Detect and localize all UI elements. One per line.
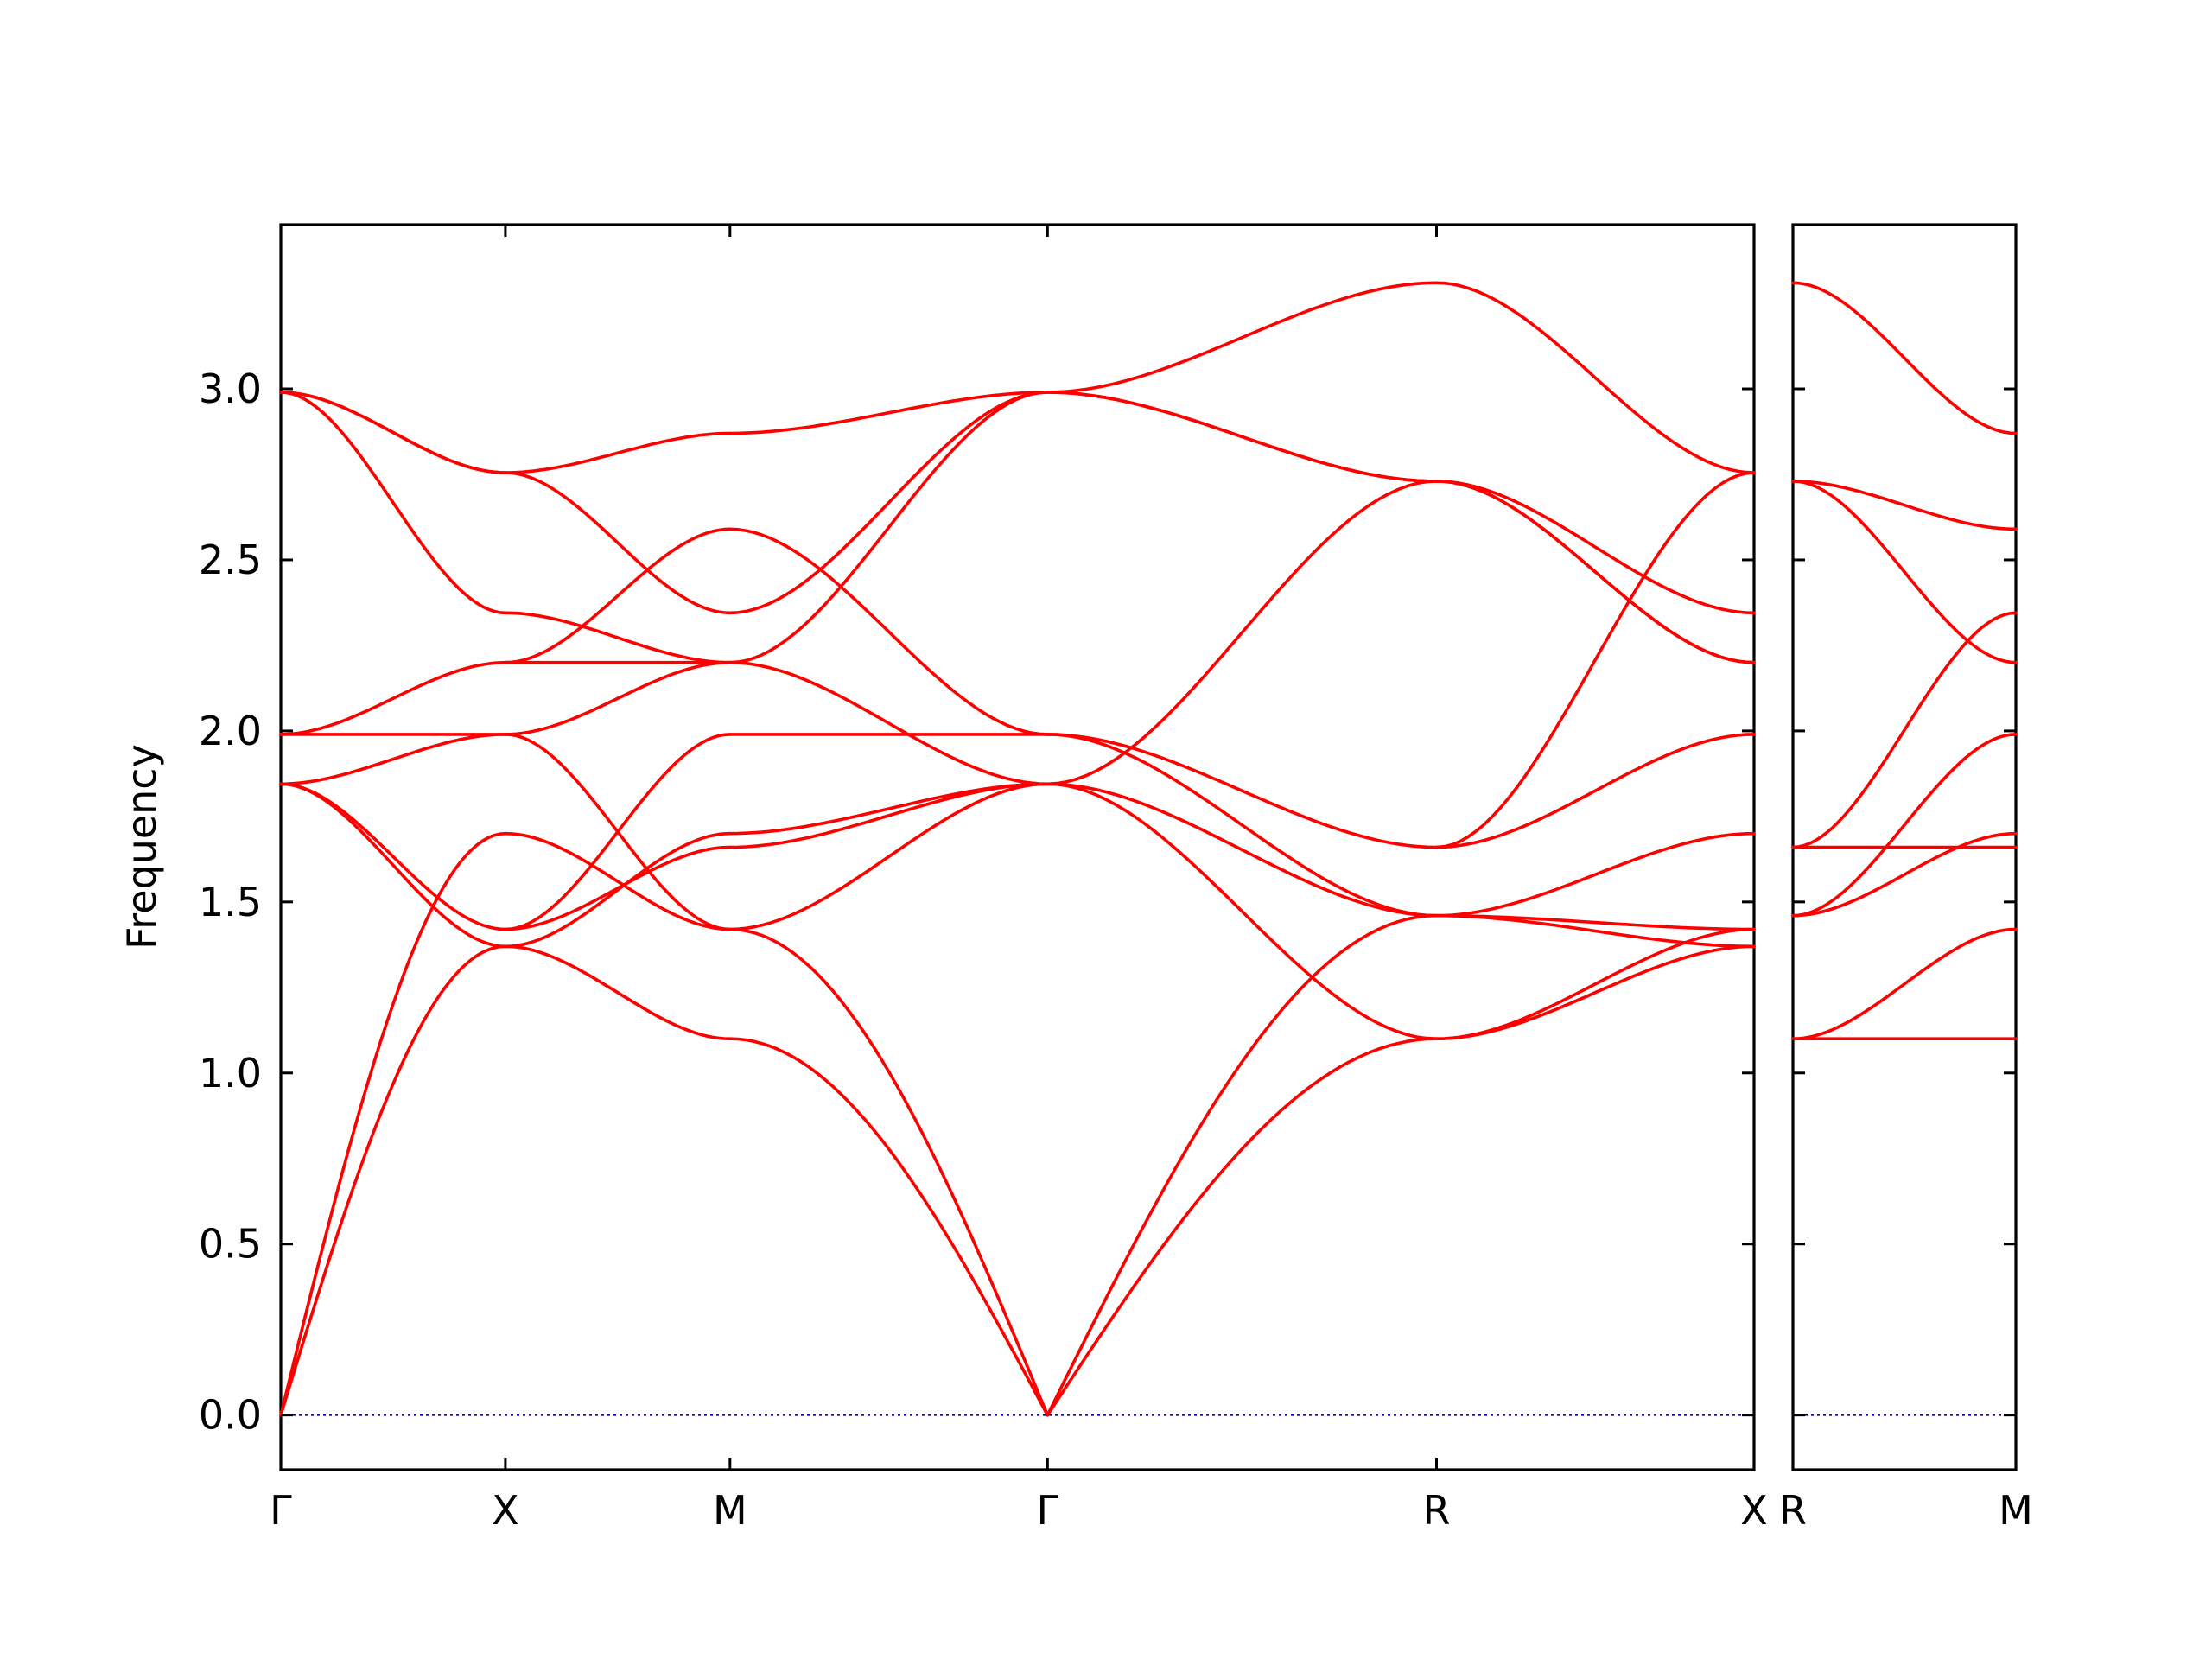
phonon-band-R-M (1791, 480, 2018, 664)
phonon-band-X-M (504, 733, 732, 931)
phonon-band-M-Γ (728, 391, 1050, 435)
phonon-band-Γ-X (279, 660, 507, 736)
phonon-band-Γ-R (1046, 782, 1439, 918)
phonon-band-R-X (1434, 733, 1756, 849)
phonon-band-R-X (1434, 480, 1756, 615)
main-panel-ticks (279, 225, 1756, 1470)
phonon-band-M-Γ (728, 391, 1050, 664)
phonon-band-Γ-R (1046, 782, 1439, 1040)
phonon-band-X-M (504, 527, 732, 664)
phonon-band-X-M (504, 944, 732, 1040)
x-tick-label: M (1999, 1487, 2033, 1534)
phonon-band-R-M (1791, 480, 2018, 531)
phonon-band-Γ-R (1046, 391, 1439, 483)
phonon-band-R-X (1434, 831, 1756, 918)
main-panel-frame (279, 223, 1756, 1471)
phonon-band-R-X (1434, 913, 1756, 931)
main-panel-bands (279, 281, 1756, 1417)
phonon-band-M-Γ (728, 391, 1050, 615)
phonon-band-X-M (504, 831, 732, 931)
side-panel-ticks (1791, 225, 2018, 1470)
phonon-band-R-X (1434, 471, 1756, 849)
phonon-band-Γ-R (1046, 913, 1439, 1417)
phonon-band-R-M (1791, 611, 2018, 849)
phonon-band-Γ-R (1046, 480, 1439, 786)
phonon-band-Γ-X (279, 782, 507, 949)
phonon-band-Γ-X (279, 391, 507, 615)
phonon-band-M-Γ (728, 782, 1050, 931)
phonon-band-R-X (1434, 281, 1756, 474)
phonon-band-X-M (504, 471, 732, 615)
phonon-band-R-M (1791, 927, 2018, 1040)
phonon-band-R-M (1791, 831, 2018, 918)
y-tick-label: 3.0 (199, 365, 262, 412)
main-panel: 0.0 0.5 1.0 1.5 2.0 2.5 3.0 Γ X M Γ R X (199, 223, 1768, 1534)
phonon-band-R-M (1791, 733, 2018, 918)
phonon-band-Γ-R (1046, 733, 1439, 918)
y-tick-label: 0.5 (199, 1221, 262, 1268)
phonon-band-M-Γ (728, 927, 1050, 1417)
x-tick-label: Γ (270, 1487, 292, 1534)
phonon-band-Γ-X (279, 733, 507, 786)
x-tick-label: Γ (1037, 1487, 1059, 1534)
phonon-band-M-Γ (728, 1037, 1050, 1417)
phonon-band-M-Γ (728, 660, 1050, 786)
phonon-band-Γ-R (1046, 733, 1439, 849)
phonon-band-R-X (1434, 480, 1756, 664)
phonon-band-Γ-X (279, 944, 507, 1417)
y-tick-labels: 0.0 0.5 1.0 1.5 2.0 2.5 3.0 (199, 365, 262, 1439)
phonon-band-Γ-X (279, 831, 507, 1417)
y-tick-label: 1.0 (199, 1050, 262, 1096)
phonon-band-X-M (504, 611, 732, 664)
phonon-band-X-M (504, 660, 732, 736)
phonon-band-Γ-X (279, 391, 507, 474)
x-tick-label: R (1779, 1487, 1807, 1534)
y-tick-label: 0.0 (199, 1392, 262, 1439)
phonon-band-Γ-R (1046, 1037, 1439, 1417)
x-tick-label: R (1423, 1487, 1451, 1534)
phonon-band-M-Γ (728, 527, 1050, 736)
phonon-band-R-M (1791, 281, 2018, 435)
phonon-band-X-M (504, 431, 732, 474)
phonon-band-R-X (1434, 927, 1756, 1040)
phonon-band-M-Γ (728, 782, 1050, 849)
side-panel-bands (1791, 281, 2018, 1040)
y-tick-label: 2.0 (199, 708, 262, 754)
phonon-band-Γ-R (1046, 281, 1439, 394)
phonon-band-X-M (504, 845, 732, 931)
x-tick-label: M (713, 1487, 747, 1534)
y-tick-label: 1.5 (199, 879, 262, 925)
y-axis-label: Frequency (118, 744, 165, 950)
y-tick-label: 2.5 (199, 537, 262, 583)
x-tick-label: X (1740, 1487, 1768, 1534)
x-tick-label: X (492, 1487, 519, 1534)
